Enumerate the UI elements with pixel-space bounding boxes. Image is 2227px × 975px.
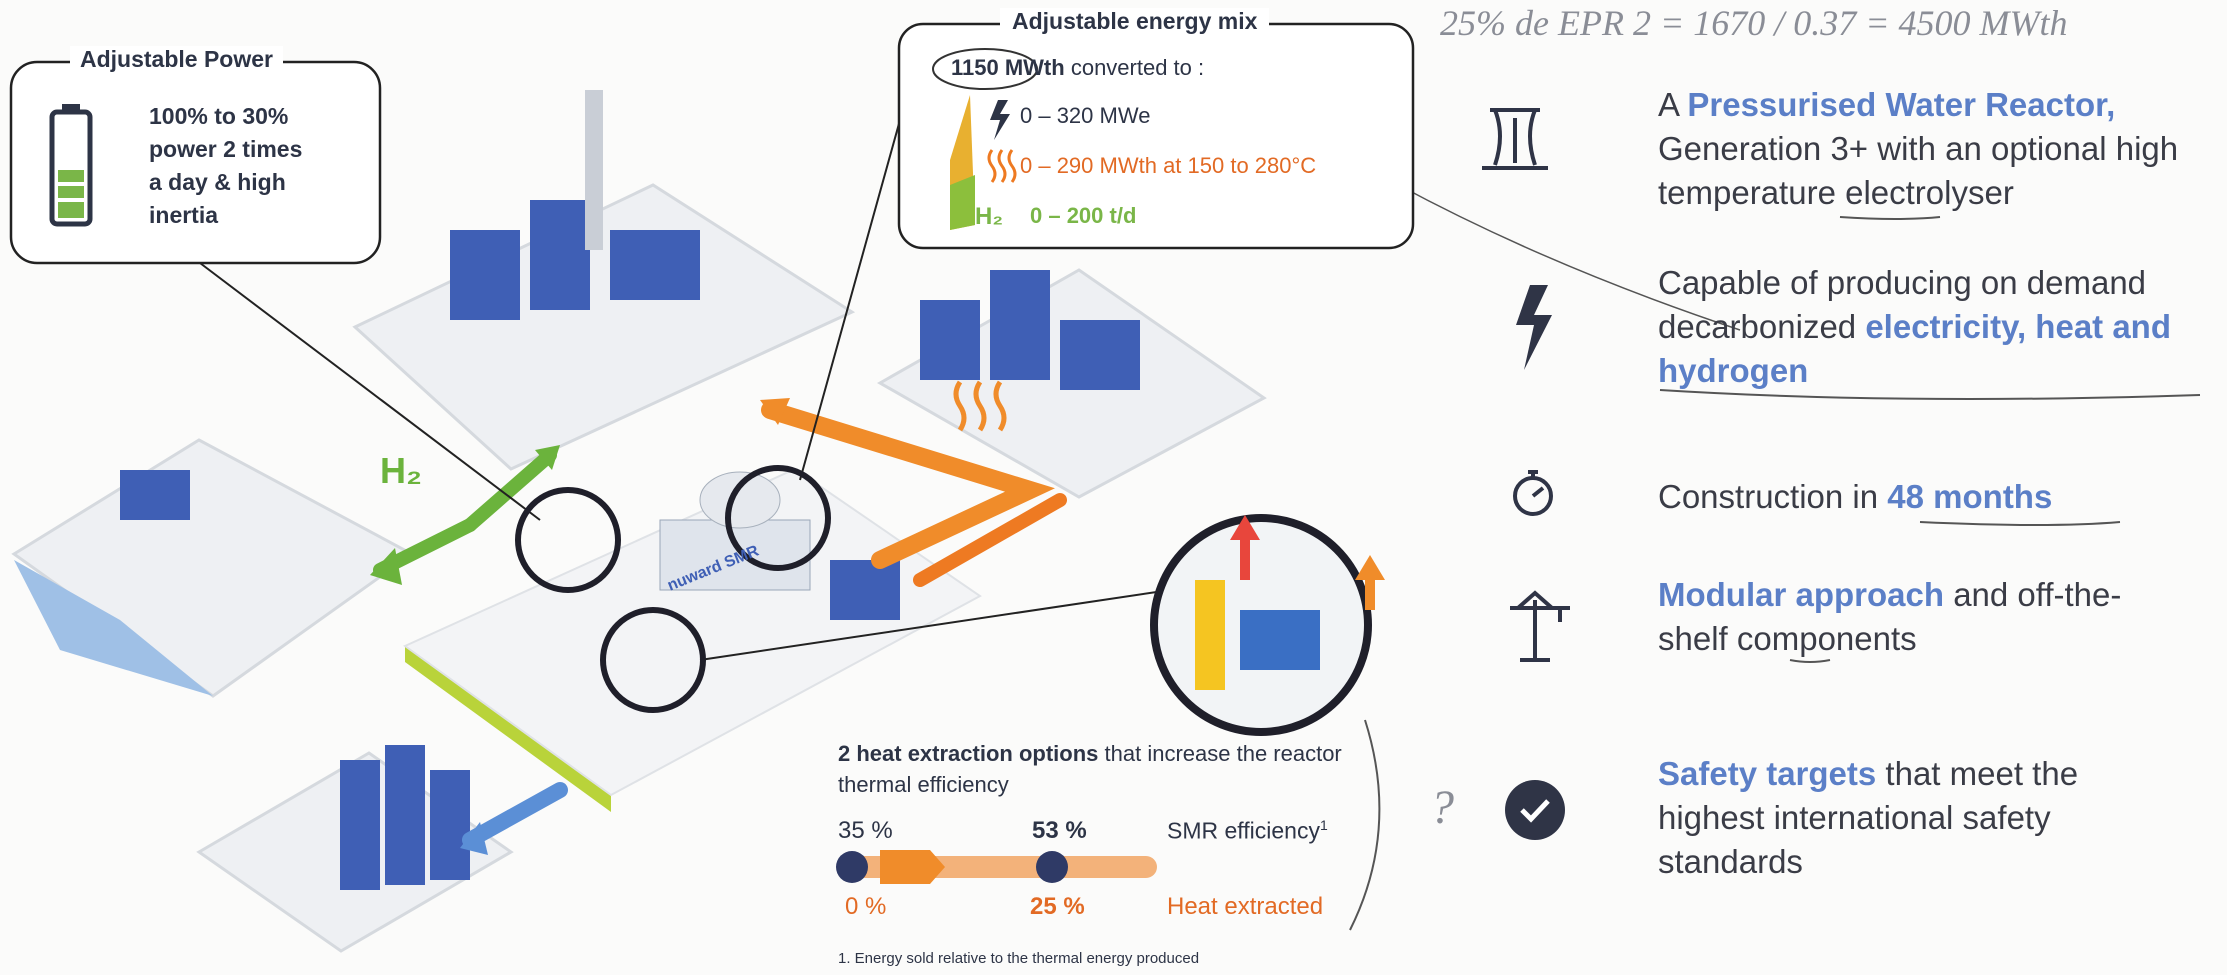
mix-input-rest: converted to : (1071, 55, 1204, 80)
efficiency-heading-bold: 2 heat extraction options (838, 741, 1098, 766)
efficiency-bottom-end: 25 % (1030, 893, 1085, 921)
efficiency-top-start: 35 % (838, 817, 893, 845)
feature-text: A (1658, 86, 1687, 123)
mix-item: 0 – 200 t/d (1030, 203, 1136, 229)
power-line: power 2 times (149, 133, 302, 166)
power-title: Adjustable Power (70, 46, 283, 73)
h2-label: H₂ (380, 450, 422, 492)
power-text: 100% to 30% power 2 times a day & high i… (149, 100, 302, 232)
efficiency-heading: 2 heat extraction options that increase … (838, 738, 1358, 800)
efficiency-label: SMR efficiency (1167, 818, 1320, 844)
efficiency-arrow (880, 850, 945, 884)
footnote: 1. Energy sold relative to the thermal e… (838, 950, 1199, 967)
feature: Capable of producing on demand decarboni… (1658, 261, 2218, 393)
efficiency-top-label: SMR efficiency1 (1167, 817, 1328, 845)
battery-level (58, 170, 84, 182)
detail-part (1195, 580, 1225, 690)
efficiency-top-end: 53 % (1032, 817, 1087, 845)
feature-highlight: Modular approach (1658, 576, 1944, 613)
efficiency-bottom-start: 0 % (845, 893, 886, 921)
mix-h2: H₂ (975, 203, 1003, 231)
industrial-platform (355, 185, 852, 469)
mix-input: 1150 MWth converted to : (951, 55, 1204, 81)
handwritten-note: 25% de EPR 2 = 1670 / 0.37 = 4500 MWth (1440, 2, 2068, 44)
feature-text: Generation 3+ with an optional high temp… (1658, 130, 2178, 211)
power-line: a day & high (149, 166, 302, 199)
efficiency-dot (836, 851, 868, 883)
mix-item: 0 – 320 MWe (1020, 103, 1150, 129)
feature-highlight: Pressurised Water Reactor, (1687, 86, 2115, 123)
power-line: inertia (149, 199, 302, 232)
mix-input-value: 1150 MWth (951, 55, 1065, 80)
mix-title: Adjustable energy mix (1000, 8, 1269, 35)
efficiency-bottom-label: Heat extracted (1167, 893, 1323, 921)
feature-highlight: 48 months (1887, 478, 2052, 515)
feature: Modular approach and off-the-shelf compo… (1658, 573, 2158, 661)
battery-level (58, 202, 84, 218)
feature: Construction in 48 months (1658, 475, 2218, 519)
footnote-ref: 1 (1320, 817, 1328, 833)
page: 25% de EPR 2 = 1670 / 0.37 = 4500 MWth A… (0, 0, 2227, 975)
detail-part (1240, 610, 1320, 670)
battery-icon (62, 104, 80, 112)
battery-level (58, 186, 84, 198)
badge-icon (1505, 780, 1565, 840)
feature: Safety targets that meet the highest int… (1658, 752, 2178, 884)
handwritten-question: ? (1430, 780, 1454, 835)
feature-text: Construction in (1658, 478, 1887, 515)
efficiency-dot (1036, 851, 1068, 883)
port-platform (14, 440, 412, 696)
feature-highlight: Safety targets (1658, 755, 1876, 792)
mix-item: 0 – 290 MWth at 150 to 280°C (1020, 153, 1316, 179)
bolt-icon (1516, 285, 1552, 370)
feature-icons (1482, 110, 1570, 660)
power-line: 100% to 30% (149, 100, 302, 133)
feature: A Pressurised Water Reactor, Generation … (1658, 83, 2218, 215)
